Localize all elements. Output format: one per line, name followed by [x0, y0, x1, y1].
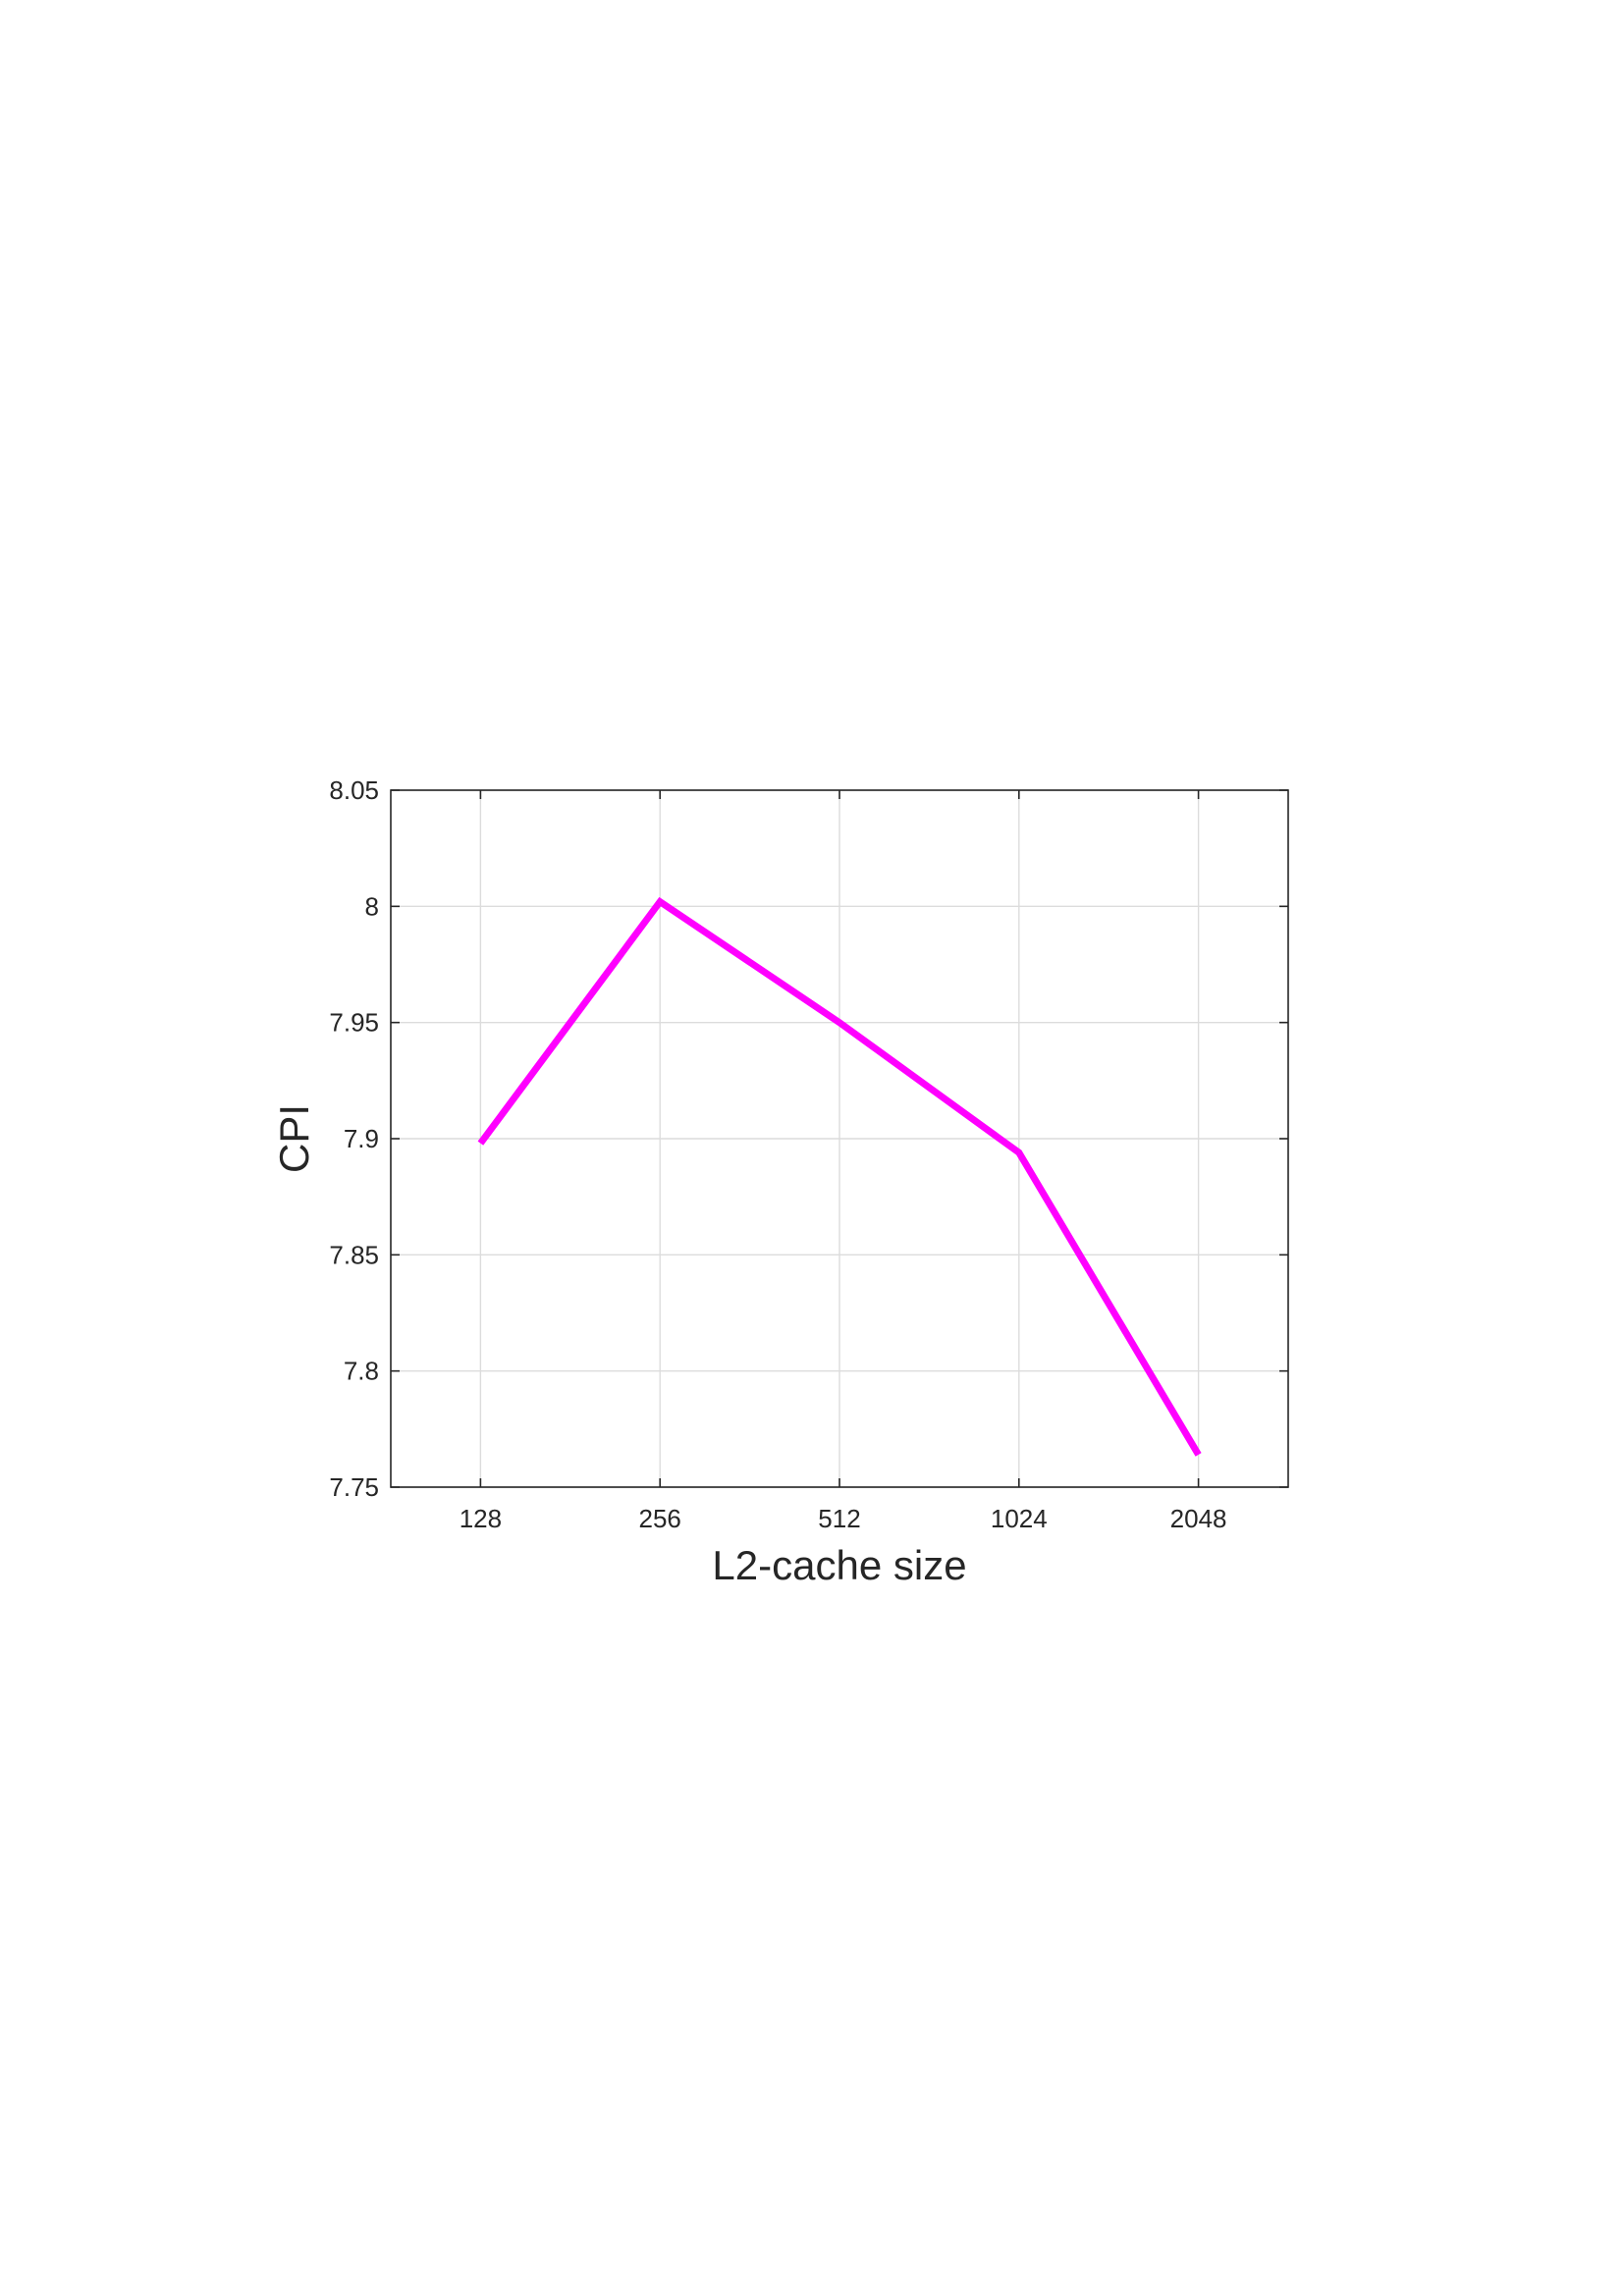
- x-tick-labels: 128 256 512 1024 2048: [460, 1504, 1227, 1533]
- x-tick-label: 1024: [991, 1504, 1048, 1533]
- y-tick-label: 7.9: [344, 1124, 379, 1153]
- y-tick-label: 7.8: [344, 1357, 379, 1386]
- y-tick-label: 7.75: [329, 1472, 379, 1502]
- x-tick-label: 128: [460, 1504, 502, 1533]
- x-tick-label: 2048: [1170, 1504, 1227, 1533]
- x-tick-label: 512: [818, 1504, 860, 1533]
- y-tick-label: 7.95: [329, 1008, 379, 1038]
- y-axis-label: CPI: [271, 1104, 317, 1173]
- y-tick-label: 8.05: [329, 775, 379, 805]
- plot-area: [390, 789, 1289, 1488]
- y-tick-label: 8: [365, 891, 379, 921]
- tick-marks: [391, 789, 1288, 1488]
- y-tick-label: 7.85: [329, 1240, 379, 1269]
- y-tick-labels: 7.75 7.8 7.85 7.9 7.95 8 8.05: [329, 775, 379, 1502]
- x-tick-label: 256: [639, 1504, 681, 1533]
- series-layer: [477, 896, 1202, 1457]
- x-axis-label: L2-cache size: [712, 1542, 966, 1588]
